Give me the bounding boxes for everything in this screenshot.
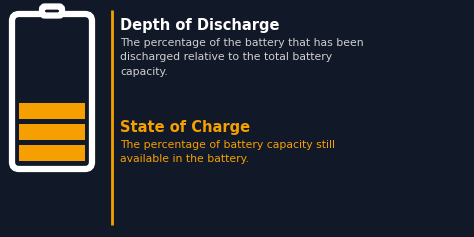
Bar [19,103,85,119]
Text: Depth of Discharge: Depth of Discharge [120,18,280,33]
FancyBboxPatch shape [42,6,62,15]
Bar [19,124,85,140]
Text: State of Charge: State of Charge [120,120,250,135]
Bar [19,145,85,161]
Text: The percentage of battery capacity still
available in the battery.: The percentage of battery capacity still… [120,140,335,164]
Text: The percentage of the battery that has been
discharged relative to the total bat: The percentage of the battery that has b… [120,38,364,77]
Bar [45,11,59,18]
